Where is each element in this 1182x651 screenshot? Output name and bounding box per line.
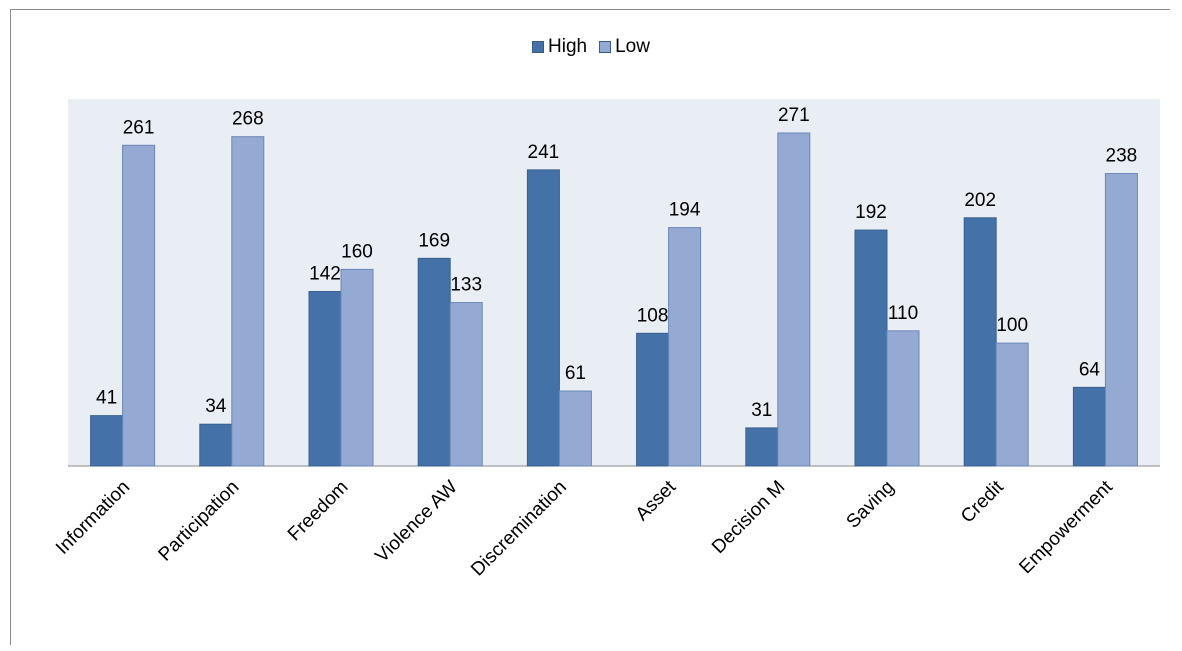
bar-low-information	[122, 144, 156, 467]
bar-low-violence-aw	[449, 302, 483, 467]
data-label-high-saving: 192	[855, 202, 887, 223]
bar-high-asset	[636, 332, 670, 467]
data-label-low-asset: 194	[669, 200, 701, 221]
bar-low-freedom	[340, 268, 374, 467]
data-label-low-violence-aw: 133	[450, 275, 482, 296]
category-label-saving: Saving	[843, 477, 899, 533]
bar-high-decision-m	[745, 427, 779, 467]
bar-high-information	[90, 415, 124, 467]
bar-low-saving	[886, 330, 920, 467]
bar-low-credit	[995, 342, 1029, 467]
bar-high-credit	[963, 217, 997, 467]
legend-label-low: Low	[615, 36, 650, 57]
category-label-information: Information	[52, 477, 134, 559]
bar-high-discremination	[526, 169, 560, 467]
category-label-freedom: Freedom	[284, 477, 353, 546]
legend-swatch-low	[599, 41, 612, 53]
bar-high-saving	[854, 229, 888, 467]
category-label-empowerment: Empowerment	[1015, 476, 1117, 578]
category-label-discremination: Discremination	[467, 477, 571, 581]
bar-high-violence-aw	[417, 257, 451, 467]
data-label-high-violence-aw: 169	[418, 230, 450, 251]
bar-high-participation	[199, 423, 233, 467]
legend-item-high: High	[532, 36, 587, 58]
bar-high-empowerment	[1072, 386, 1106, 467]
bars-group	[90, 132, 1138, 467]
data-label-low-participation: 268	[232, 109, 264, 130]
data-label-high-participation: 34	[205, 396, 227, 417]
bar-low-decision-m	[777, 132, 811, 467]
category-label-decision-m: Decision M	[708, 477, 789, 558]
data-label-high-discremination: 241	[528, 142, 560, 163]
bar-high-freedom	[308, 291, 342, 467]
category-label-violence-aw: Violence AW	[371, 477, 461, 567]
category-label-participation: Participation	[155, 477, 244, 566]
bar-low-asset	[668, 227, 702, 467]
data-label-low-discremination: 61	[565, 363, 586, 384]
data-label-low-decision-m: 271	[778, 105, 810, 126]
bar-low-empowerment	[1104, 173, 1138, 467]
chart-frame	[10, 9, 1170, 645]
data-label-high-decision-m: 31	[751, 400, 772, 421]
data-label-high-credit: 202	[964, 190, 996, 211]
category-label-asset: Asset	[632, 476, 681, 525]
category-label-credit: Credit	[957, 476, 1008, 527]
data-label-high-empowerment: 64	[1079, 359, 1101, 380]
legend-label-high: High	[548, 36, 588, 57]
data-label-low-information: 261	[123, 117, 155, 138]
data-label-low-credit: 100	[996, 315, 1028, 336]
data-label-low-empowerment: 238	[1106, 146, 1138, 167]
data-label-high-asset: 108	[637, 305, 669, 326]
data-label-high-freedom: 142	[309, 264, 341, 285]
data-label-high-information: 41	[96, 388, 117, 409]
category-labels-group: Information Participation Freedom Violence …	[52, 476, 1117, 580]
data-label-low-saving: 110	[888, 303, 918, 324]
legend-swatch-high	[532, 41, 545, 53]
chart-legend: High Low	[0, 36, 1182, 58]
data-label-low-freedom: 160	[341, 241, 373, 262]
bar-low-participation	[231, 136, 265, 467]
bar-low-discremination	[558, 390, 592, 467]
legend-item-low: Low	[599, 36, 650, 58]
